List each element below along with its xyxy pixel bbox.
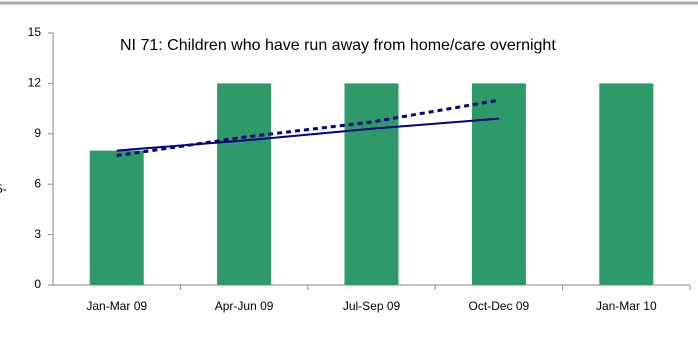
bar bbox=[344, 83, 399, 286]
x-tick-label: Apr-Jun 09 bbox=[215, 299, 274, 313]
annotation: 5- bbox=[0, 182, 7, 196]
y-tick-label: 12 bbox=[28, 76, 42, 90]
bar bbox=[471, 83, 526, 286]
bar bbox=[217, 83, 272, 286]
x-tick-label: Jul-Sep 09 bbox=[343, 299, 401, 313]
chart-title: NI 71: Children who have run away from h… bbox=[120, 37, 556, 54]
y-tick-label: 3 bbox=[34, 227, 41, 241]
trend-line bbox=[116, 98, 500, 158]
bar bbox=[599, 83, 654, 286]
x-tick-label: Oct-Dec 09 bbox=[469, 299, 530, 313]
y-tick-label: 9 bbox=[34, 126, 41, 140]
x-tick-label: Jan-Mar 09 bbox=[86, 299, 147, 313]
y-tick-label: 15 bbox=[28, 25, 42, 39]
y-tick-label: 0 bbox=[34, 277, 41, 291]
x-tick-label: Jan-Mar 10 bbox=[596, 299, 657, 313]
bar bbox=[89, 150, 144, 285]
y-tick-label: 6 bbox=[34, 176, 41, 190]
